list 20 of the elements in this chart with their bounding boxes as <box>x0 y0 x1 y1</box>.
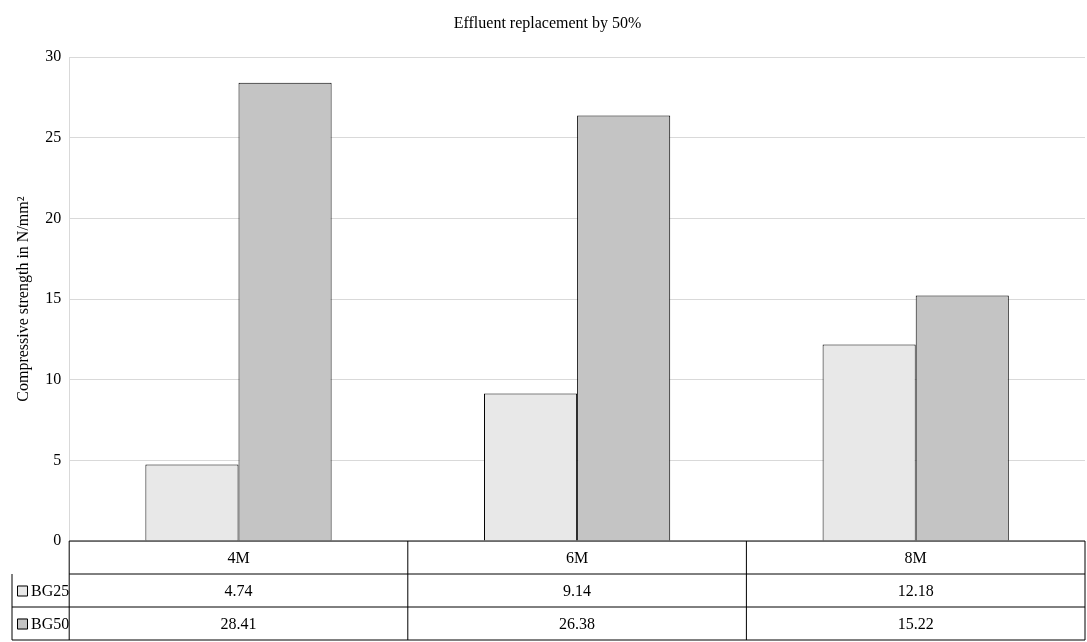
data-label: 9.14 <box>563 581 592 599</box>
y-tick-label: 10 <box>45 369 62 387</box>
data-label: 15.22 <box>897 614 934 632</box>
x-tick-label: 6M <box>565 548 589 566</box>
y-tick-label: 0 <box>53 531 62 549</box>
y-tick-label: 30 <box>45 47 62 65</box>
y-tick-label: 20 <box>45 208 62 226</box>
data-label: 4.74 <box>224 581 253 599</box>
x-tick-label: 8M <box>904 548 927 566</box>
data-label: 26.38 <box>559 614 596 632</box>
y-tick-label: 5 <box>53 450 62 468</box>
legend-label: BG25 <box>31 581 70 599</box>
data-label: 28.41 <box>220 614 257 632</box>
data-label: 12.18 <box>897 581 934 599</box>
x-tick-label: 4M <box>227 548 250 566</box>
y-axis-title: Compressive strength in N/mm² <box>13 196 32 402</box>
chart-title: Effluent replacement by 50% <box>453 13 642 32</box>
legend-label: BG50 <box>31 614 70 632</box>
y-tick-label: 25 <box>45 128 62 146</box>
y-tick-label: 15 <box>45 289 62 307</box>
